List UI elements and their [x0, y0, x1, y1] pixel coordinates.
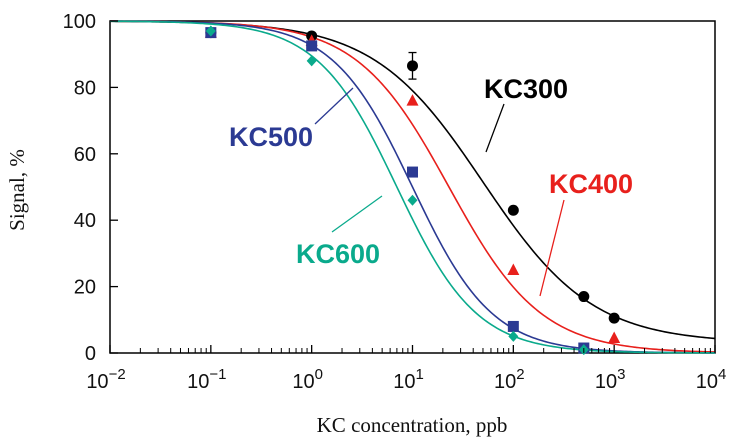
y-tick-label: 100 [63, 11, 96, 33]
series-annotations: KC300 KC400 KC500 KC600 [229, 74, 633, 297]
marker-kc500 [507, 320, 519, 332]
x-tick-label: 102 [494, 366, 525, 393]
x-tick-label: 101 [393, 366, 424, 393]
marker-kc600 [306, 55, 317, 67]
x-tick-label: 10−2 [86, 366, 125, 393]
marker-kc300 [578, 291, 590, 303]
marker-kc300 [608, 312, 620, 324]
marker-kc400 [608, 331, 621, 344]
marker-kc400 [507, 263, 520, 275]
leader-line-kc500 [314, 87, 354, 125]
y-tick-label: 0 [85, 343, 96, 365]
series-label-kc500: KC500 [229, 122, 313, 152]
marker-kc600 [205, 25, 216, 37]
y-axis-title: Signal, % [5, 149, 29, 231]
x-tick-label: 104 [696, 366, 727, 393]
marker-kc500 [407, 166, 418, 178]
marker-kc400 [406, 94, 419, 106]
x-tick-label: 10−1 [187, 366, 226, 393]
marker-kc600 [508, 330, 519, 342]
marker-kc500 [306, 40, 318, 52]
y-tick-label: 60 [74, 144, 96, 166]
y-tick-label: 40 [74, 210, 96, 232]
marker-kc300 [507, 204, 519, 216]
x-axis-title: KC concentration, ppb [317, 413, 508, 437]
marker-kc600 [407, 194, 418, 206]
x-tick-label: 100 [292, 366, 323, 393]
series-label-kc300: KC300 [484, 74, 568, 104]
leader-line-kc600 [331, 195, 383, 233]
marker-kc300 [407, 60, 418, 72]
y-tick-label: 80 [74, 77, 96, 99]
axis-ticks: 10−2 10−1 100 101 102 103 104 0 20 40 60 80 100 [63, 11, 727, 393]
leader-line-kc300 [485, 103, 505, 153]
series-label-kc600: KC600 [296, 239, 380, 269]
leader-line-kc400 [539, 199, 565, 297]
x-tick-label: 103 [595, 366, 626, 393]
y-tick-label: 20 [74, 277, 96, 299]
series-label-kc400: KC400 [549, 169, 633, 199]
